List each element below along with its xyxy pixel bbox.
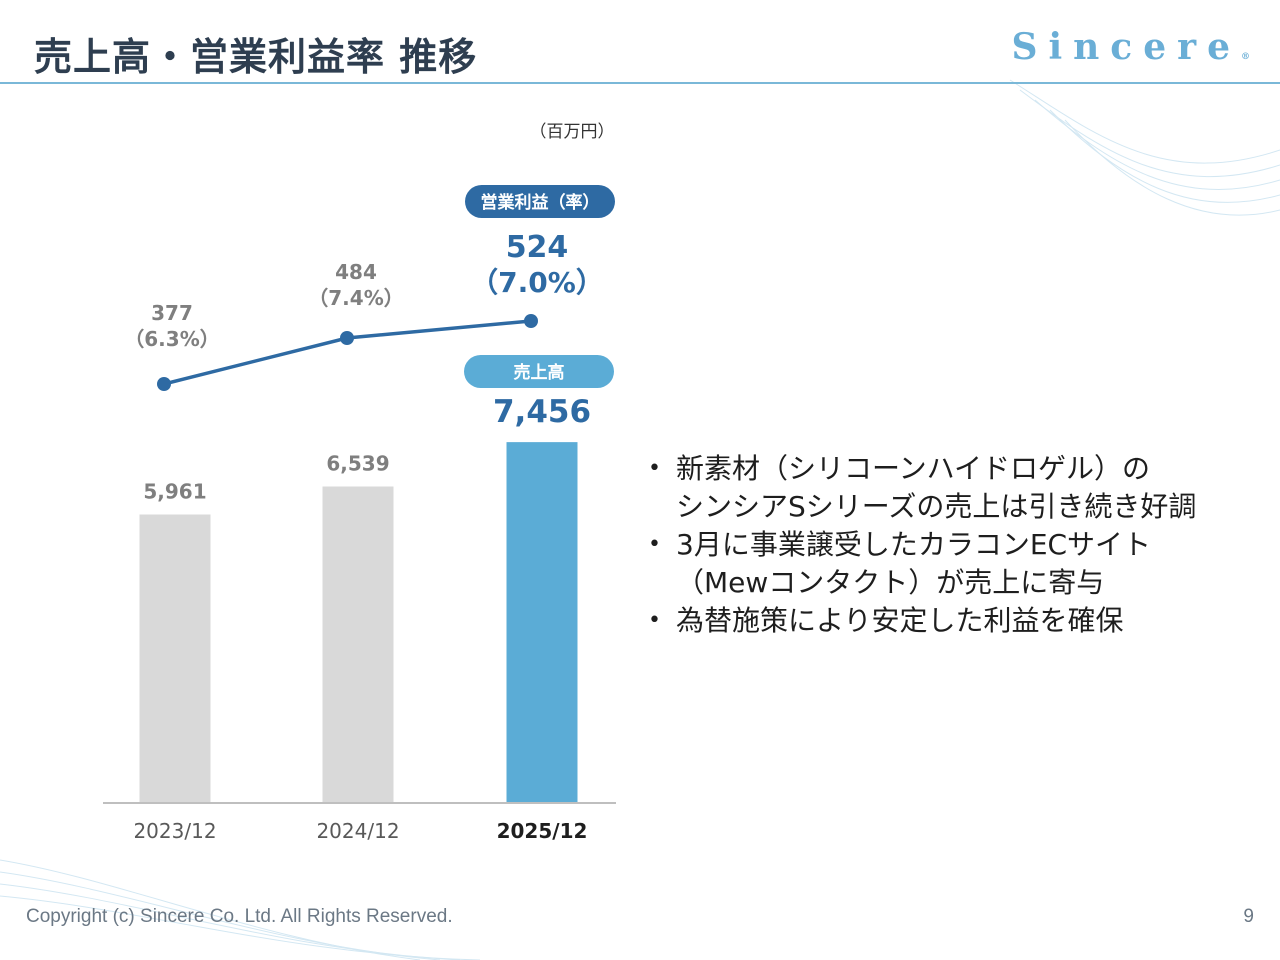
header-divider [0, 82, 1280, 84]
copyright-footer: Copyright (c) Sincere Co. Ltd. All Right… [26, 906, 453, 927]
bullet-dot: • [648, 608, 661, 633]
x-tick-label: 2025/12 [497, 819, 588, 843]
bullet-item: • 新素材（シリコーンハイドロゲル）のシンシアSシリーズの売上は引き続き好調 [648, 450, 1196, 526]
sales-badge-label: 売上高 [514, 362, 565, 383]
bullet-dot: • [648, 456, 661, 481]
bullet-text: 3月に事業譲受したカラコンECサイト [676, 528, 1152, 561]
bullet-text: 新素材（シリコーンハイドロゲル）の [676, 452, 1151, 485]
profit-point [157, 377, 171, 391]
profit-value-label: 484 [335, 260, 377, 284]
profit-value-label: 377 [151, 301, 193, 325]
bar-2024-12 [322, 486, 394, 803]
bullet-text: 為替施策により安定した利益を確保 [676, 604, 1124, 637]
bar-value-label: 5,961 [143, 479, 206, 503]
logo-text: Sincere [1011, 26, 1241, 68]
profit-value-highlight: 524 [506, 230, 569, 265]
bullet-text: （Mewコンタクト）が売上に寄与 [676, 566, 1105, 599]
bar-2025-12 [506, 442, 578, 803]
profit-badge [465, 185, 615, 218]
bar-2023-12 [139, 514, 211, 803]
profit-rate-label: （7.4%） [308, 286, 403, 310]
summary-bullets: • 新素材（シリコーンハイドロゲル）のシンシアSシリーズの売上は引き続き好調 • 3月… [648, 450, 1196, 640]
page-title: 売上高・営業利益率 推移 [34, 35, 478, 79]
bullet-item: • 3月に事業譲受したカラコンECサイト （Mewコンタクト）が売上に寄与 [648, 526, 1196, 602]
profit-point [340, 331, 354, 345]
sincere-logo: Sincere® [1011, 26, 1250, 68]
x-tick-label: 2024/12 [316, 819, 399, 843]
sales-badge [464, 355, 614, 388]
bullet-text: シンシアSシリーズの売上は引き続き好調 [676, 490, 1197, 523]
bullet-item: • 為替施策により安定した利益を確保 [648, 602, 1196, 640]
x-tick-label: 2023/12 [133, 819, 216, 843]
profit-badge-label: 営業利益（率） [481, 192, 600, 213]
profit-rate-label: （6.3%） [124, 327, 219, 351]
sales-value-highlight: 7,456 [493, 394, 591, 430]
bullet-dot: • [648, 532, 661, 557]
bar-value-label: 6,539 [326, 452, 389, 476]
page-number: 9 [1243, 906, 1254, 927]
profit-rate-highlight: （7.0%） [470, 266, 604, 299]
profit-point [524, 314, 538, 328]
registered-mark: ® [1241, 52, 1250, 62]
unit-label: （百万円） [530, 122, 615, 142]
